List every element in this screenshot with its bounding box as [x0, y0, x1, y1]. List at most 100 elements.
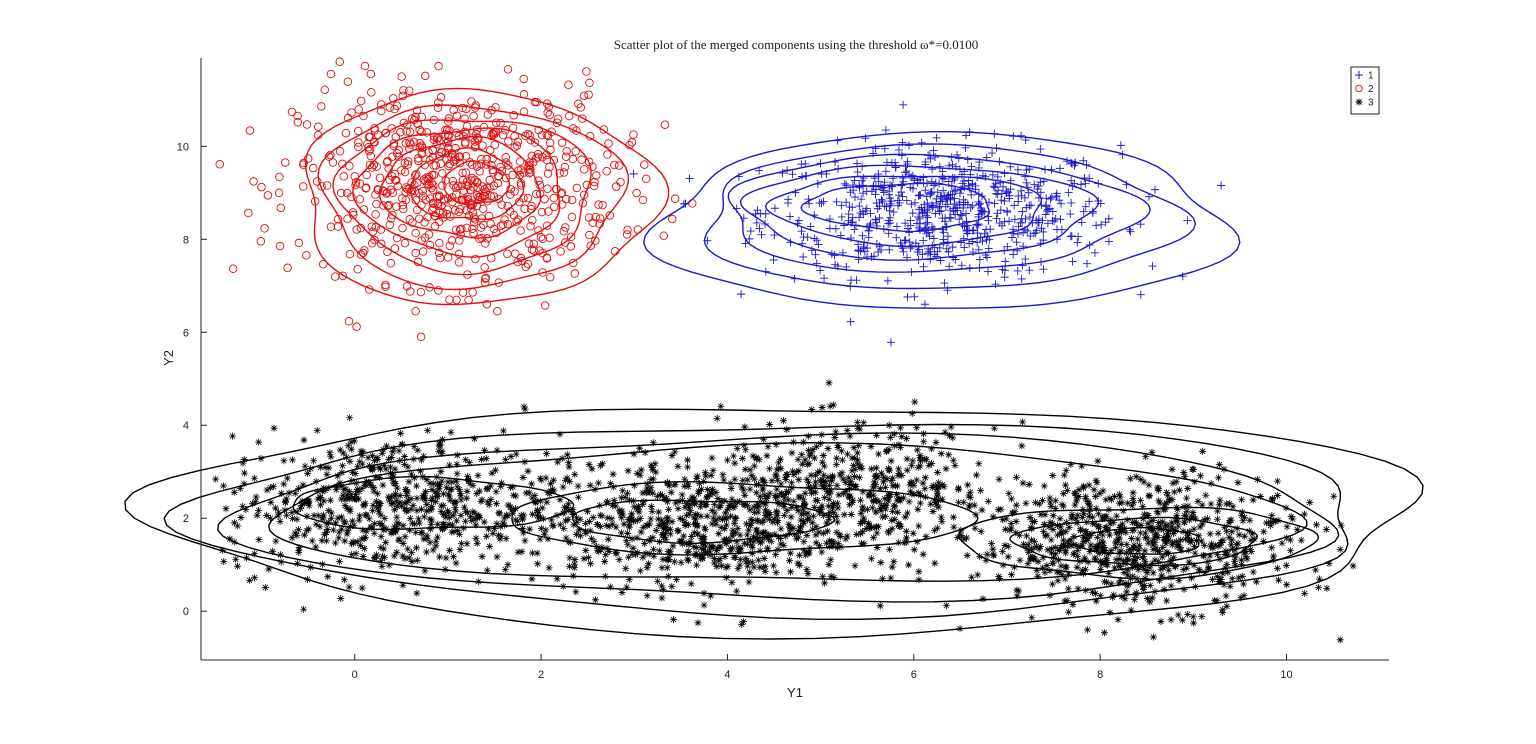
scatter-point-3	[915, 489, 923, 497]
scatter-point-3	[764, 544, 772, 552]
scatter-point-2	[333, 222, 343, 231]
scatter-point-3	[731, 459, 739, 467]
scatter-point-2	[434, 248, 444, 258]
scatter-point-3	[293, 531, 301, 539]
contour-line-2	[378, 135, 542, 239]
scatter-point-3	[325, 518, 333, 526]
scatter-point-3	[784, 496, 792, 504]
scatter-point-2	[370, 138, 379, 147]
scatter-point-3	[768, 477, 776, 485]
scatter-point-2	[411, 195, 421, 205]
scatter-point-3	[572, 530, 580, 538]
scatter-point-3	[1188, 465, 1196, 473]
scatter-point-3	[447, 428, 455, 436]
scatter-point-3	[730, 519, 738, 527]
scatter-point-3	[1134, 566, 1142, 574]
scatter-point-3	[487, 482, 495, 490]
scatter-point-2	[559, 227, 569, 236]
scatter-point-3	[331, 539, 339, 547]
scatter-point-3	[326, 449, 334, 457]
scatter-point-1	[1085, 197, 1094, 206]
scatter-point-3	[673, 576, 681, 584]
scatter-point-3	[413, 494, 421, 502]
scatter-point-3	[743, 502, 751, 510]
scatter-point-3	[597, 523, 605, 531]
scatter-point-3	[1028, 614, 1036, 622]
scatter-point-2	[430, 221, 440, 231]
scatter-point-3	[272, 537, 280, 545]
scatter-point-3	[949, 456, 957, 464]
scatter-point-3	[1168, 496, 1176, 504]
scatter-point-3	[833, 528, 841, 536]
scatter-point-3	[1029, 518, 1037, 526]
scatter-point-2	[335, 57, 344, 67]
scatter-point-3	[1167, 556, 1175, 564]
scatter-point-3	[528, 494, 536, 502]
scatter-point-3	[1136, 579, 1144, 587]
scatter-point-3	[317, 501, 325, 509]
scatter-point-1	[812, 259, 821, 268]
scatter-point-3	[1100, 547, 1108, 555]
scatter-point-1	[891, 163, 900, 172]
scatter-point-3	[811, 482, 819, 490]
scatter-point-3	[1038, 496, 1046, 504]
scatter-point-1	[836, 231, 845, 240]
scatter-point-3	[382, 525, 390, 533]
scatter-point-3	[921, 485, 929, 493]
scatter-point-3	[787, 524, 795, 532]
scatter-point-2	[524, 239, 534, 248]
scatter-point-3	[1230, 558, 1238, 566]
scatter-point-1	[1052, 192, 1061, 201]
scatter-point-3	[960, 498, 968, 506]
scatter-point-1	[827, 250, 836, 259]
scatter-point-3	[1337, 521, 1345, 529]
scatter-point-2	[390, 175, 400, 185]
scatter-point-3	[496, 523, 504, 531]
scatter-point-3	[754, 500, 762, 508]
scatter-point-3	[274, 512, 282, 520]
scatter-point-2	[509, 111, 518, 120]
scatter-point-1	[882, 202, 891, 211]
scatter-point-2	[453, 181, 463, 191]
scatter-point-3	[654, 493, 662, 501]
scatter-point-3	[630, 482, 638, 490]
scatter-point-3	[656, 538, 664, 546]
scatter-point-3	[570, 560, 578, 568]
scatter-point-3	[733, 538, 741, 546]
scatter-point-3	[438, 477, 446, 485]
scatter-point-2	[404, 144, 414, 154]
scatter-point-3	[807, 484, 815, 492]
scatter-point-3	[586, 560, 594, 568]
scatter-point-2	[335, 146, 345, 156]
scatter-point-1	[947, 153, 956, 162]
scatter-point-3	[1149, 516, 1157, 524]
scatter-point-3	[876, 485, 884, 493]
scatter-point-1	[1039, 236, 1048, 245]
y-tick-label: 6	[183, 327, 189, 339]
scatter-point-3	[681, 475, 689, 483]
scatter-point-1	[885, 245, 894, 254]
scatter-point-3	[596, 462, 604, 470]
scatter-point-1	[973, 238, 982, 247]
scatter-point-2	[591, 236, 600, 245]
scatter-point-1	[1022, 178, 1031, 187]
scatter-point-2	[401, 195, 411, 205]
scatter-point-1	[956, 210, 965, 219]
scatter-point-3	[453, 460, 461, 468]
scatter-point-2	[534, 176, 543, 185]
scatter-point-3	[1151, 556, 1159, 564]
scatter-point-3	[729, 526, 737, 534]
scatter-point-2	[293, 111, 302, 121]
scatter-point-3	[1123, 556, 1131, 564]
scatter-point-3	[760, 500, 768, 508]
scatter-point-1	[1025, 213, 1034, 222]
scatter-point-1	[937, 193, 946, 202]
scatter-point-2	[228, 264, 238, 273]
scatter-point-3	[594, 479, 602, 487]
scatter-point-1	[944, 177, 953, 186]
scatter-point-3	[453, 470, 461, 478]
scatter-point-2	[328, 158, 338, 167]
scatter-point-1	[857, 195, 866, 204]
